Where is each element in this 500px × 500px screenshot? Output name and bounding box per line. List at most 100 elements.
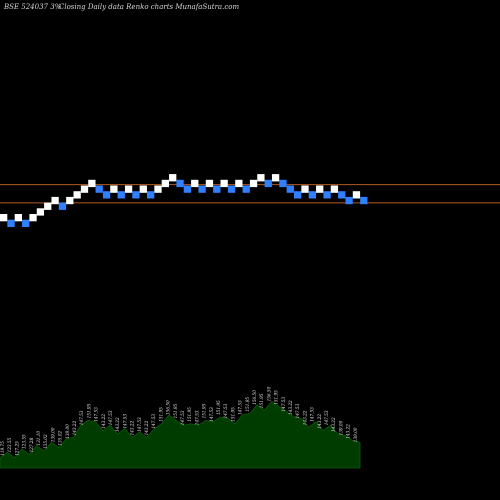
- volume-label: 147.53: [79, 410, 84, 425]
- volume-label: 151.95: [230, 407, 235, 422]
- renko-brick-up: [257, 174, 265, 182]
- volume-label: 147.53: [194, 410, 199, 425]
- renko-brick-up: [88, 179, 96, 188]
- renko-brick-down: [22, 219, 30, 227]
- volume-label: 147.53: [295, 403, 300, 418]
- renko-brick-down: [279, 179, 287, 188]
- renko-brick-up: [139, 185, 147, 193]
- volume-labels: 119.75 123.55 127.25 123.55 127.28 131.10 135.…: [0, 386, 358, 455]
- volume-label: 139.00: [353, 427, 358, 442]
- volume-label: 143.22: [346, 424, 351, 439]
- renko-brick-down: [117, 191, 125, 199]
- renko-brick-down: [7, 219, 15, 227]
- renko-brick-up: [301, 185, 309, 193]
- volume-label: 143.22: [302, 410, 307, 425]
- volume-label: 143.22: [331, 417, 336, 432]
- volume-label: 156.50: [166, 400, 171, 415]
- renko-brick-down: [308, 191, 316, 199]
- renko-brick-up: [249, 179, 258, 188]
- volume-label: 147.53: [122, 414, 127, 429]
- renko-brick-up: [110, 185, 118, 193]
- renko-brick-down: [102, 191, 111, 199]
- renko-brick-down: [58, 202, 67, 210]
- volume-label: 147.53: [310, 407, 315, 422]
- renko-brick-up: [169, 174, 177, 182]
- renko-brick-down: [345, 196, 353, 205]
- renko-brick-down: [294, 191, 302, 199]
- renko-brick-down: [176, 179, 184, 188]
- renko-brick-up: [316, 185, 324, 193]
- renko-brick-down: [227, 185, 236, 193]
- volume-label: 143.22: [288, 400, 293, 415]
- volume-area: [0, 400, 361, 469]
- volume-label: 127.25: [14, 441, 19, 456]
- volume-label: 147.53: [223, 403, 228, 418]
- renko-brick-up: [80, 185, 89, 193]
- volume-label: 135.02: [58, 431, 63, 446]
- renko-brick-down: [95, 185, 103, 193]
- volume-label: 143.22: [101, 414, 106, 429]
- volume-label: 151.95: [245, 397, 250, 412]
- renko-brick-up: [161, 179, 169, 188]
- volume-label: 147.53: [94, 407, 99, 422]
- volume-label: 139.00: [338, 420, 343, 435]
- renko-brick-down: [198, 185, 206, 193]
- volume-label: 139.00: [50, 427, 55, 442]
- volume-label: 151.95: [202, 403, 207, 418]
- renko-brick-down: [183, 185, 192, 193]
- renko-brick-up: [220, 179, 228, 188]
- volume-label: 143.22: [130, 420, 135, 435]
- volume-label: 123.55: [22, 434, 27, 449]
- renko-brick-down: [132, 191, 140, 199]
- volume-label: 151.95: [274, 390, 279, 405]
- volume-label: 147.53: [324, 410, 329, 425]
- renko-brick-up: [0, 214, 8, 222]
- renko-brick-up: [51, 196, 59, 205]
- volume-label: 139.00: [65, 424, 70, 439]
- renko-brick-up: [271, 174, 280, 182]
- renko-bricks: [0, 174, 368, 227]
- volume-label: 151.95: [86, 403, 91, 418]
- volume-label: 147.53: [108, 410, 113, 425]
- volume-label: 156.50: [266, 386, 271, 401]
- renko-brick-down: [286, 185, 294, 193]
- renko-brick-up: [73, 191, 81, 199]
- volume-label: 119.75: [0, 441, 5, 456]
- renko-brick-up: [235, 179, 243, 188]
- volume-label: 147.53: [137, 417, 142, 432]
- renko-brick-up: [29, 214, 37, 222]
- volume-label: 151.95: [259, 393, 264, 408]
- renko-brick-up: [352, 191, 361, 199]
- chart-subtitle: Closing Daily data Renko charts MunafaSu…: [59, 3, 239, 11]
- volume-label: 151.95: [187, 407, 192, 422]
- renko-brick-down: [242, 185, 250, 193]
- renko-brick-up: [36, 208, 45, 216]
- chart-title: BSE 524037 3%: [3, 3, 62, 11]
- renko-brick-down: [147, 191, 155, 199]
- volume-label: 131.10: [36, 431, 41, 446]
- volume-label: 147.53: [180, 410, 185, 425]
- renko-brick-down: [323, 191, 331, 199]
- renko-brick-down: [213, 185, 221, 193]
- volume-label: 143.22: [317, 414, 322, 429]
- renko-brick-up: [330, 185, 339, 193]
- volume-label: 151.95: [216, 400, 221, 415]
- renko-brick-up: [44, 202, 52, 210]
- renko-brick-up: [191, 179, 199, 188]
- volume-label: 143.22: [72, 420, 77, 435]
- volume-label: 156.50: [252, 390, 257, 405]
- volume-label: 151.95: [173, 403, 178, 418]
- renko-brick-up: [124, 185, 133, 193]
- renko-brick-up: [154, 185, 162, 193]
- volume-label: 147.53: [151, 414, 156, 429]
- renko-brick-down: [360, 196, 368, 205]
- volume-label: 127.28: [29, 437, 34, 452]
- volume-label: 147.53: [209, 407, 214, 422]
- volume-label: 147.53: [238, 400, 243, 415]
- volume-label: 147.53: [281, 397, 286, 412]
- volume-label: 151.95: [158, 407, 163, 422]
- volume-fill: [0, 400, 361, 469]
- renko-brick-down: [338, 191, 346, 199]
